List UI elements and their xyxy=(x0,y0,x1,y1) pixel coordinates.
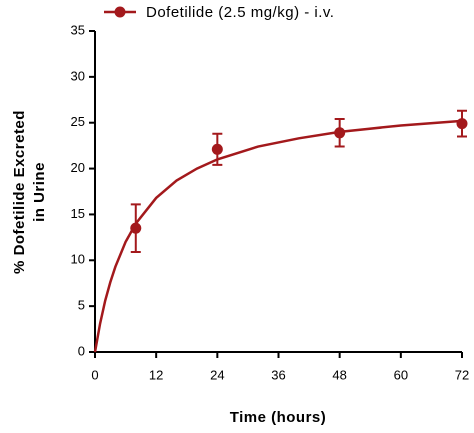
x-tick-label: 12 xyxy=(149,367,163,382)
data-point xyxy=(456,118,468,130)
y-tick-label: 20 xyxy=(71,160,85,175)
data-point xyxy=(211,143,223,155)
y-tick-label: 0 xyxy=(78,343,85,358)
data-point xyxy=(334,127,346,139)
legend-marker xyxy=(114,6,126,18)
x-tick-label: 72 xyxy=(455,367,469,382)
x-tick-label: 60 xyxy=(394,367,408,382)
y-tick-label: 5 xyxy=(78,298,85,313)
legend-label: Dofetilide (2.5 mg/kg) - i.v. xyxy=(146,4,334,21)
x-tick-label: 24 xyxy=(210,367,224,382)
x-tick-label: 48 xyxy=(332,367,346,382)
x-tick-label: 0 xyxy=(91,367,98,382)
y-axis-label: % Dofetilide Excreted xyxy=(11,110,28,274)
x-tick-label: 36 xyxy=(271,367,285,382)
data-point xyxy=(130,222,142,234)
fit-curve xyxy=(93,119,463,353)
y-tick-label: 25 xyxy=(71,114,85,129)
x-axis-label: Time (hours) xyxy=(230,409,327,426)
y-axis-label: in Urine xyxy=(31,162,48,222)
y-tick-label: 10 xyxy=(71,252,85,267)
y-tick-label: 15 xyxy=(71,206,85,221)
y-tick-label: 30 xyxy=(71,68,85,83)
y-tick-label: 35 xyxy=(71,22,85,37)
